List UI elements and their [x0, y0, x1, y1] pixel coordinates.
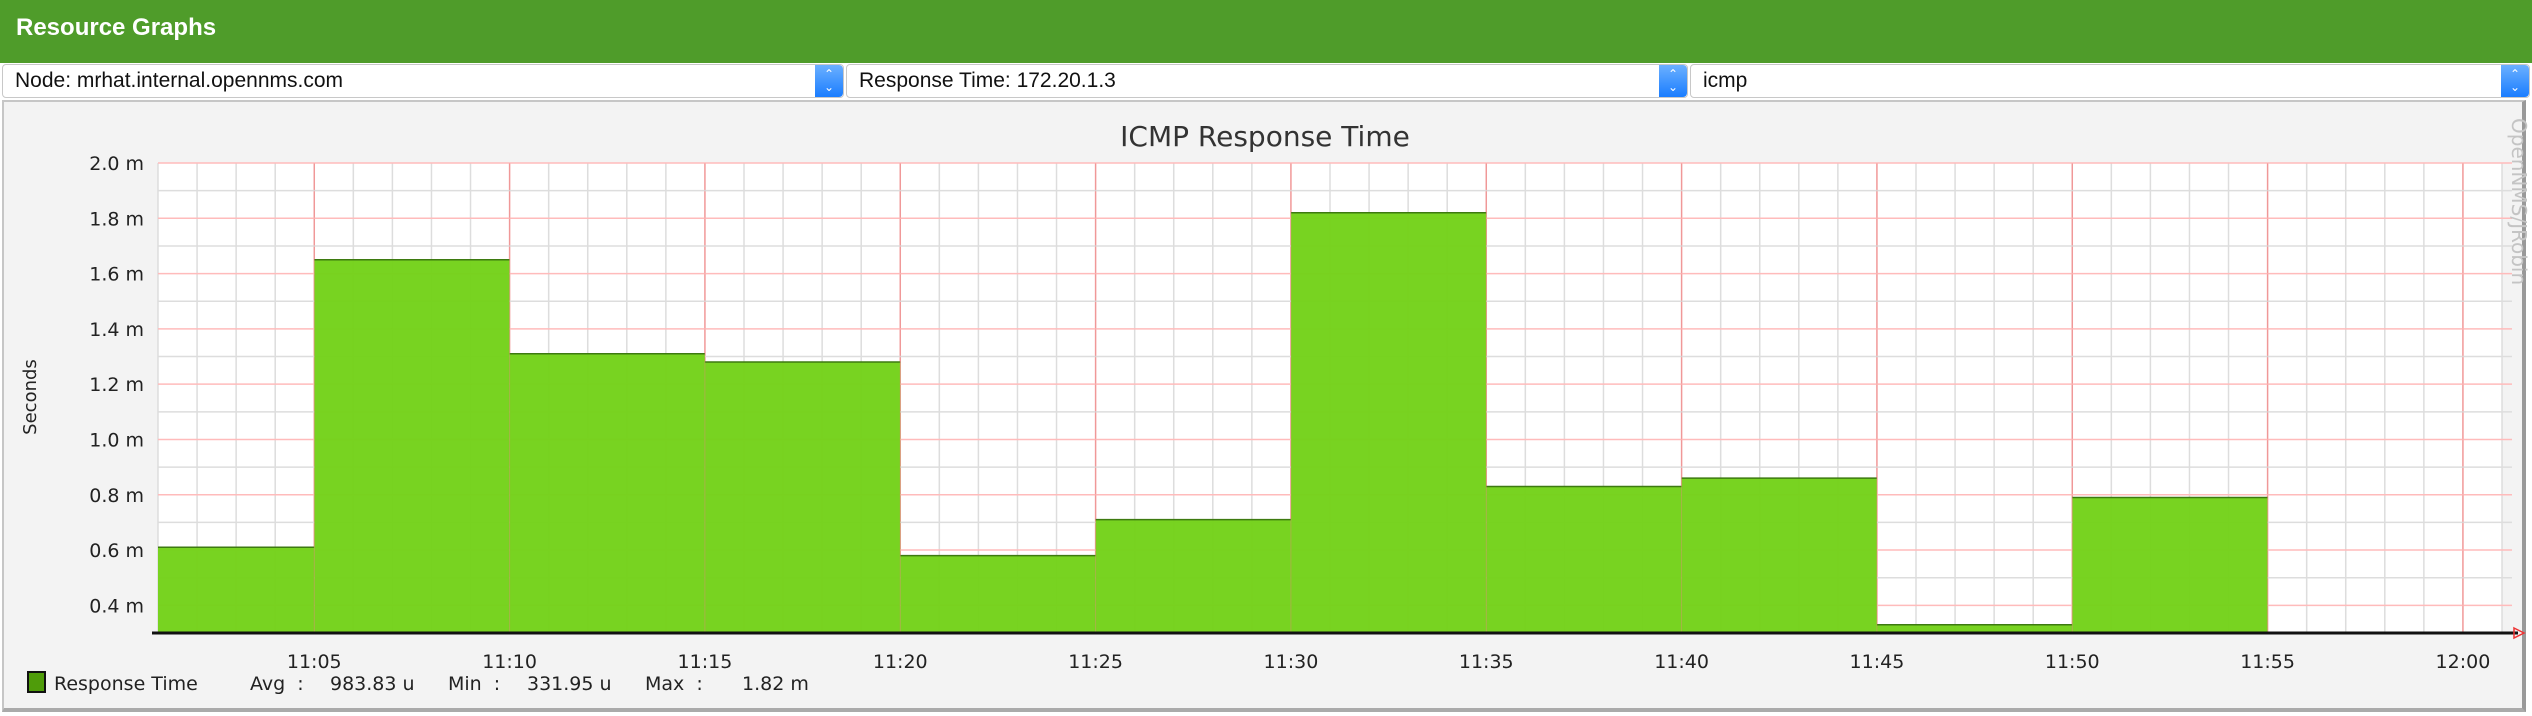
y-tick-label: 1.6 m [89, 264, 144, 286]
x-axis-arrow-icon [2513, 626, 2526, 640]
y-tick-label: 2.0 m [89, 153, 144, 175]
area-step [158, 547, 315, 633]
area-step [1876, 624, 2073, 633]
area-step [704, 362, 901, 633]
y-tick-label: 1.2 m [89, 374, 144, 396]
node-select-value: Node: mrhat.internal.opennms.com [15, 69, 343, 92]
chevron-updown-icon: ⌃ ⌄ [815, 65, 843, 97]
x-tick-label: 11:55 [2240, 651, 2295, 673]
area-step [1486, 486, 1682, 633]
y-tick-label: 1.4 m [89, 319, 144, 341]
x-tick-label: 11:10 [482, 651, 537, 673]
x-tick-label: 11:15 [678, 651, 733, 673]
chart-title: ICMP Response Time [1120, 120, 1410, 153]
legend-avg-value: 983.83 u [330, 673, 415, 695]
legend-min-label: Min : [448, 673, 500, 695]
y-tick-label: 0.6 m [89, 540, 144, 562]
x-tick-label: 11:30 [1264, 651, 1319, 673]
area-step [1681, 478, 1877, 633]
x-tick-label: 11:05 [287, 651, 342, 673]
y-tick-label: 0.4 m [89, 595, 144, 617]
area-step [1095, 519, 1291, 633]
y-axis-label: Seconds [20, 359, 41, 435]
page-title: Resource Graphs [16, 14, 217, 41]
y-tick-label: 1.8 m [89, 208, 144, 230]
area-step [900, 555, 1096, 633]
area-step [509, 353, 705, 633]
legend-swatch [27, 671, 46, 693]
x-tick-label: 12:00 [2436, 651, 2491, 673]
legend-max-label: Max : [645, 673, 703, 695]
x-tick-label: 11:45 [1850, 651, 1905, 673]
resource-select[interactable]: Response Time: 172.20.1.3 ⌃ ⌄ [846, 64, 1688, 98]
area-step [314, 259, 510, 633]
area-step [2072, 497, 2268, 633]
legend-min-value: 331.95 u [527, 673, 612, 695]
chevron-updown-icon: ⌃ ⌄ [1659, 65, 1687, 97]
resource-select-value: Response Time: 172.20.1.3 [859, 69, 1116, 92]
area-step [1290, 212, 1487, 633]
node-select[interactable]: Node: mrhat.internal.opennms.com ⌃ ⌄ [2, 64, 844, 98]
x-tick-label: 11:20 [873, 651, 928, 673]
watermark: OpenNMS/JRobin [2507, 118, 2531, 285]
x-tick-label: 11:50 [2045, 651, 2100, 673]
legend-max-value: 1.82 m [742, 673, 809, 695]
chevron-updown-icon: ⌃ ⌄ [2501, 65, 2529, 97]
legend-label: Response Time [54, 673, 198, 695]
x-tick-label: 11:25 [1068, 651, 1123, 673]
y-tick-label: 0.8 m [89, 485, 144, 507]
x-tick-label: 11:40 [1654, 651, 1709, 673]
legend-avg-label: Avg : [250, 673, 304, 695]
graph-select-value: icmp [1703, 69, 1748, 92]
y-tick-label: 1.0 m [89, 429, 144, 451]
x-tick-label: 11:35 [1459, 651, 1514, 673]
graph-select[interactable]: icmp ⌃ ⌄ [1690, 64, 2530, 98]
header-bar: Resource Graphs [0, 0, 2532, 63]
